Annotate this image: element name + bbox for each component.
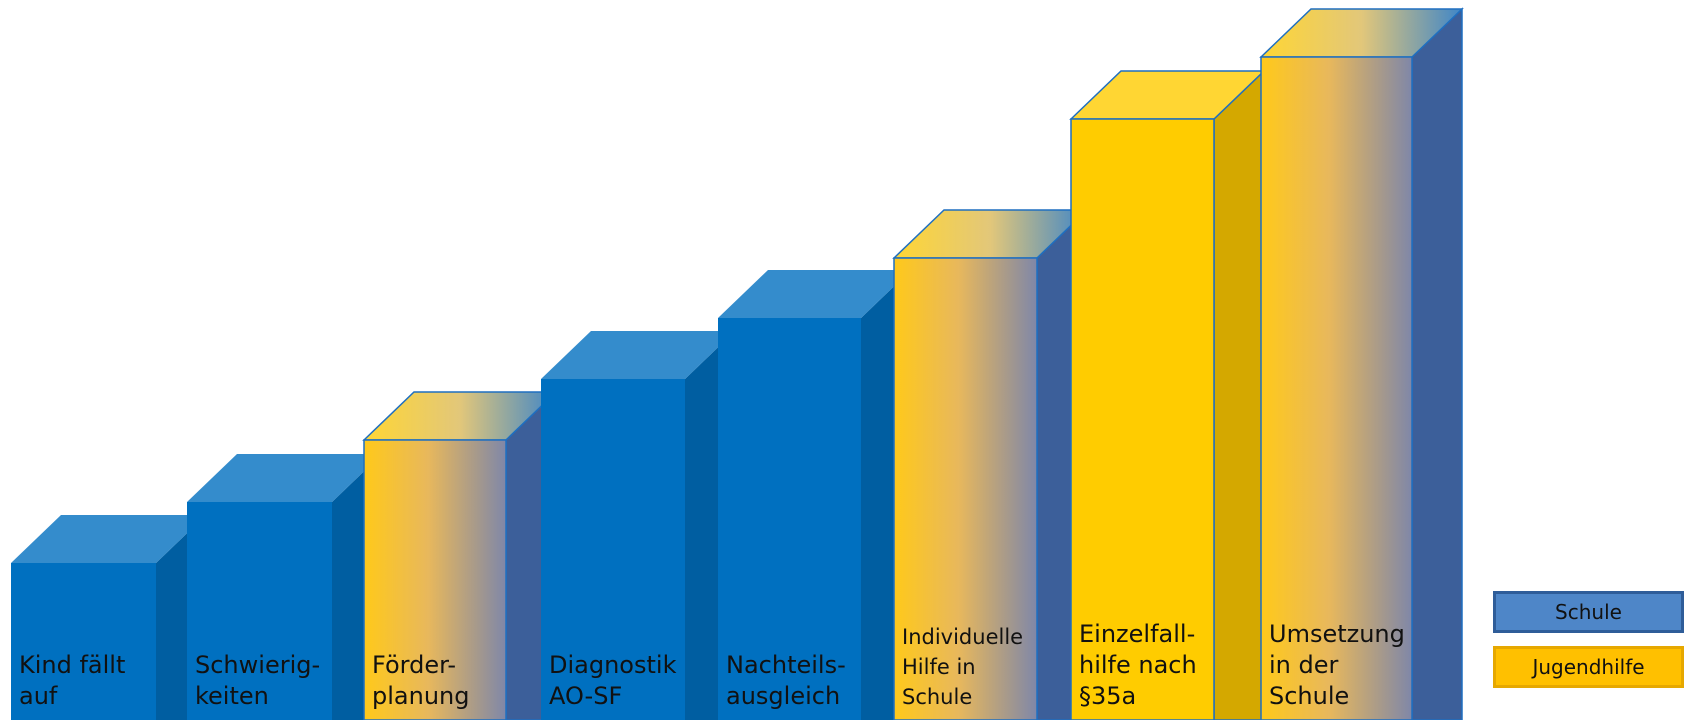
step-bar-kind-faellt-auf xyxy=(11,515,206,720)
step-bar-top xyxy=(11,515,206,563)
step-label-line: AO-SF xyxy=(549,682,623,710)
step-label-diagnostik: Diagnostik AO-SF xyxy=(549,650,676,712)
legend-jugendhilfe: Jugendhilfe xyxy=(1493,646,1684,688)
step-bar-foerderplanung xyxy=(362,390,558,720)
step-bar-top xyxy=(541,331,735,379)
step-label-nachteilsausgleich: Nachteils-ausgleich xyxy=(726,650,846,712)
step-label-line: planung xyxy=(372,682,470,710)
step-bar-front xyxy=(1260,56,1413,720)
step-label-line: Umsetzung xyxy=(1269,620,1405,648)
step-bar-top xyxy=(187,454,382,502)
step-label-kind-faellt-auf: Kind fällt auf xyxy=(19,650,125,712)
step-label-line: auf xyxy=(19,682,58,710)
step-bar-einzelfallhilfe xyxy=(1069,69,1266,720)
step-label-line: §35a xyxy=(1079,682,1137,710)
step-label-umsetzung: Umsetzung in der Schule xyxy=(1269,619,1405,712)
step-bar-top xyxy=(718,270,911,318)
step-bar-front xyxy=(718,318,861,720)
step-label-line: Schwierig- xyxy=(195,651,321,679)
step-label-individuelle-hilfe: Individuelle Hilfe in Schule xyxy=(902,622,1023,712)
legend-schule: Schule xyxy=(1493,591,1684,633)
legend-jugendhilfe-label: Jugendhilfe xyxy=(1532,655,1645,679)
step-label-line: Hilfe in xyxy=(902,655,976,679)
step-label-einzelfallhilfe: Einzelfall-hilfe nach §35a xyxy=(1079,619,1197,712)
step-bar-front xyxy=(363,439,507,720)
step-bar-side xyxy=(1411,7,1463,720)
step-label-line: Nachteils- xyxy=(726,651,846,679)
legend-schule-label: Schule xyxy=(1555,600,1622,624)
step-label-line: hilfe nach xyxy=(1079,651,1197,679)
step-bar-front xyxy=(187,502,332,720)
step-label-line: Schule xyxy=(902,685,973,709)
step-bar-front xyxy=(541,379,685,720)
step-label-foerderplanung: Förder-planung xyxy=(372,650,469,712)
step-bar-front xyxy=(893,257,1038,720)
step-label-line: ausgleich xyxy=(726,682,841,710)
step-label-line: Einzelfall- xyxy=(1079,620,1196,648)
step-bar-umsetzung xyxy=(1259,7,1464,720)
step-bar-front xyxy=(11,563,156,720)
step-label-line: keiten xyxy=(195,682,269,710)
step-label-line: Förder- xyxy=(372,651,457,679)
step-label-line: Kind fällt xyxy=(19,651,126,679)
step-label-line: Diagnostik xyxy=(549,651,677,679)
step-bar-side xyxy=(1213,69,1265,720)
step-label-line: Individuelle xyxy=(902,625,1024,649)
step-label-line: Schule xyxy=(1269,682,1350,710)
step-label-line: in der xyxy=(1269,651,1339,679)
step-label-schwierigkeiten: Schwierig-keiten xyxy=(195,650,320,712)
step-bar-front xyxy=(1070,118,1215,720)
